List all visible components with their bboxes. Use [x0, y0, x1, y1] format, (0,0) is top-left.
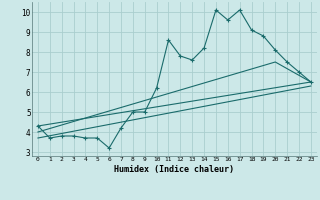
X-axis label: Humidex (Indice chaleur): Humidex (Indice chaleur) — [115, 165, 234, 174]
